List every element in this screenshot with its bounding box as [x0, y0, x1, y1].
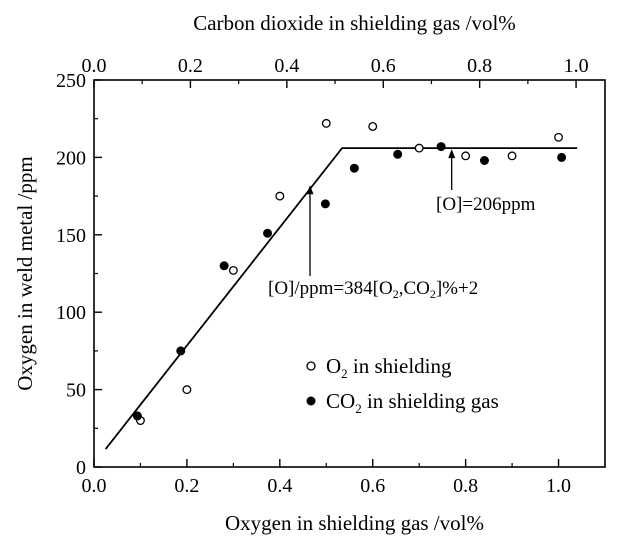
- legend-label-o2-main: O: [326, 354, 341, 378]
- annotation-equation-sub-2: 2: [430, 287, 436, 301]
- o2-point-1: [182, 385, 192, 395]
- left-axis-label: Oxygen in weld metal /ppm: [13, 156, 37, 390]
- co2-point-9: [557, 152, 567, 162]
- co2-point-5: [349, 163, 359, 173]
- y-tick-label-200: 200: [56, 147, 86, 169]
- annotation-equation-part-2: ,CO: [399, 278, 430, 299]
- x2-tick-label-0.2: 0.2: [178, 55, 203, 77]
- annotation-plateau: [O]=206ppm: [436, 149, 536, 215]
- legend: O2 in shielding CO2 in shielding gas: [306, 354, 499, 416]
- legend-label-o2-sub: 2: [341, 366, 348, 381]
- co2-point-2: [219, 261, 229, 271]
- legend-label-co2: CO2 in shielding gas: [326, 389, 499, 416]
- annotation-plateau-text: [O]=206ppm: [436, 194, 536, 215]
- o2-point-9: [554, 132, 563, 142]
- annotation-equation-arrowhead: [306, 185, 314, 195]
- x2-tick-label-0.6: 0.6: [371, 55, 396, 77]
- y-tick-label-150: 150: [56, 225, 86, 247]
- legend-marker-co2: [306, 396, 316, 406]
- legend-label-co2-main: CO: [326, 389, 355, 413]
- annotation-equation-text: [O]/ppm=384[O2,CO2]%+2: [268, 278, 478, 301]
- o2-point-4: [321, 118, 331, 128]
- y-tick-label-100: 100: [56, 302, 86, 324]
- annotation-equation: [O]/ppm=384[O2,CO2]%+2: [268, 185, 478, 301]
- o2-point-3: [275, 191, 285, 201]
- data-points: [132, 118, 567, 426]
- x-tick-label-0.2: 0.2: [174, 475, 199, 497]
- o2-point-6: [414, 143, 424, 153]
- co2-point-1: [176, 346, 186, 356]
- x2-tick-label-0.0: 0.0: [82, 55, 107, 77]
- co2-point-6: [393, 149, 403, 159]
- o2-point-2: [228, 265, 238, 275]
- x-tick-label-1.0: 1.0: [546, 475, 571, 497]
- legend-marker-o2: [306, 361, 316, 371]
- y-tick-label-0: 0: [76, 457, 86, 479]
- x2-tick-label-0.4: 0.4: [274, 55, 299, 77]
- x2-tick-label-0.8: 0.8: [467, 55, 492, 77]
- x-tick-label-0.4: 0.4: [267, 475, 292, 497]
- o2-point-8: [507, 151, 517, 161]
- legend-label-co2-rest: in shielding gas: [362, 389, 499, 413]
- legend-label-co2-sub: 2: [355, 401, 362, 416]
- x-tick-label-0.6: 0.6: [360, 475, 385, 497]
- y-tick-label-250: 250: [56, 70, 86, 92]
- annotation-plateau-arrowhead: [448, 149, 456, 159]
- legend-label-o2-rest: in shielding: [348, 354, 452, 378]
- co2-point-4: [320, 199, 330, 209]
- axis-ticks: 0.0 0.2 0.4 0.6 0.8 1.0 0.0 0.2 0.4 0.6 0.8 1.0 0 50 1…: [56, 55, 589, 497]
- annotation-equation-part-3: ]%+2: [436, 278, 478, 299]
- co2-point-7: [436, 142, 446, 152]
- x2-tick-label-1.0: 1.0: [564, 55, 589, 77]
- x-tick-label-0.8: 0.8: [453, 475, 478, 497]
- annotation-equation-sub-1: 2: [393, 287, 399, 301]
- annotation-equation-part-1: [O]/ppm=384[O: [268, 278, 393, 299]
- co2-point-3: [263, 228, 273, 238]
- bottom-axis-label: Oxygen in shielding gas /vol%: [225, 511, 484, 535]
- o2-point-7: [461, 151, 471, 161]
- top-axis-label: Carbon dioxide in shielding gas /vol%: [193, 11, 516, 35]
- y-tick-label-50: 50: [66, 380, 86, 402]
- co2-point-8: [479, 155, 489, 165]
- legend-label-o2: O2 in shielding: [326, 354, 452, 381]
- x-tick-label-0.0: 0.0: [82, 475, 107, 497]
- o2-point-5: [368, 121, 378, 131]
- co2-point-0: [132, 411, 142, 421]
